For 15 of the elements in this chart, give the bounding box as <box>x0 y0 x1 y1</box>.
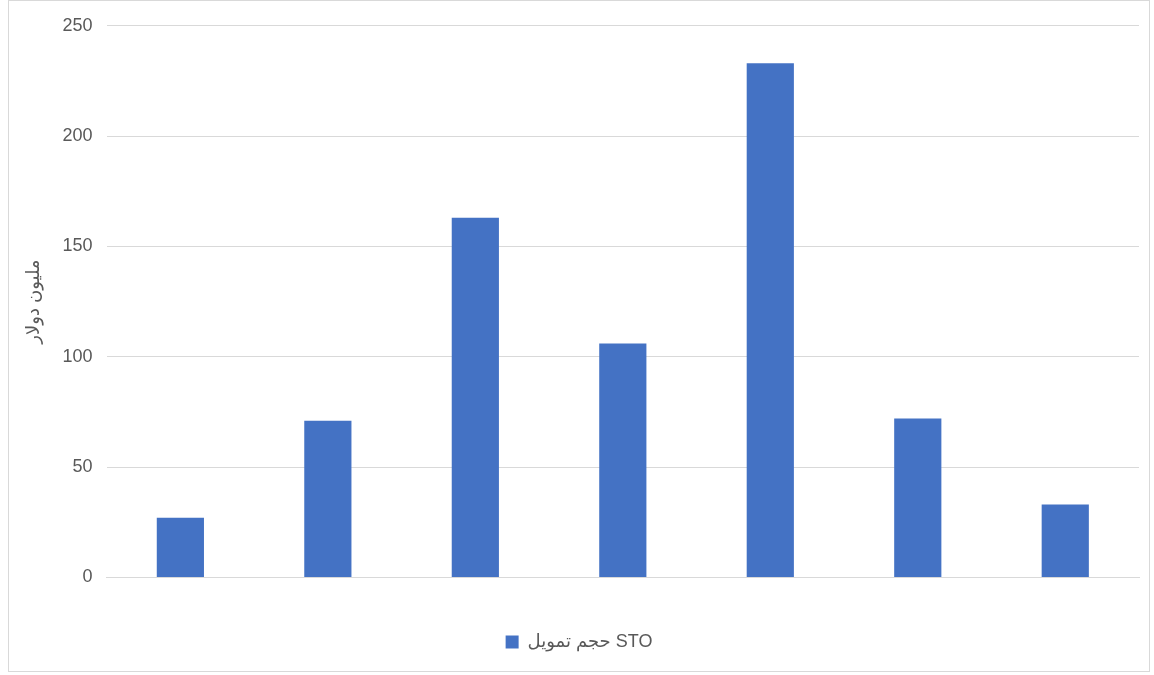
bar <box>894 418 942 577</box>
y-tick-label: 250 <box>62 14 93 35</box>
y-tick-label: 50 <box>72 456 93 477</box>
y-axis-title: مليون دولار <box>22 259 44 345</box>
bar <box>156 517 204 577</box>
bar <box>599 343 647 577</box>
bar <box>1041 504 1089 577</box>
y-tick-label: 150 <box>62 235 93 256</box>
y-tick-label: 100 <box>62 345 93 366</box>
bar <box>304 420 352 577</box>
y-tick-label: 0 <box>82 566 93 587</box>
bar <box>451 217 499 577</box>
bar <box>746 63 794 577</box>
legend-label: حجم تمويل STO <box>527 630 653 652</box>
y-tick-label: 200 <box>62 125 93 146</box>
